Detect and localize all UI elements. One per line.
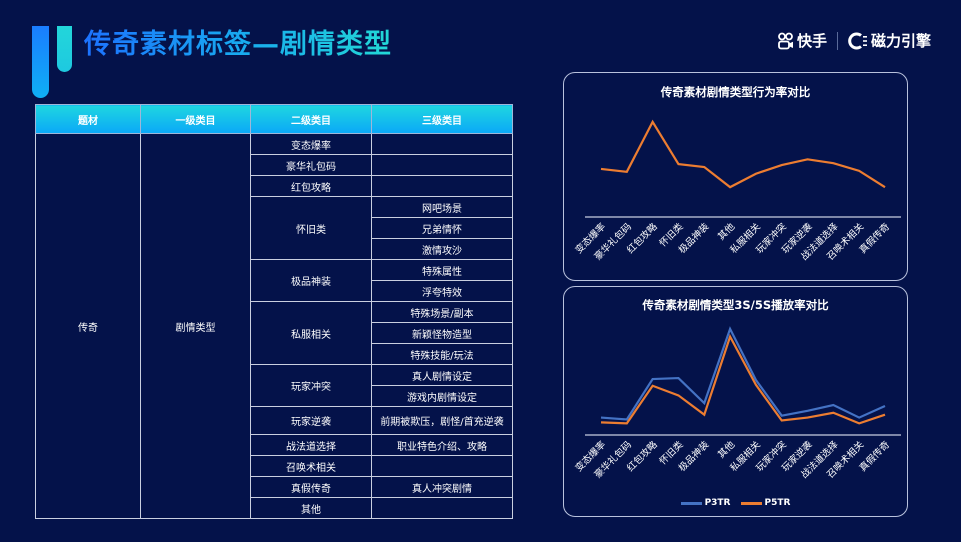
table-row: 激情攻沙: [36, 238, 513, 260]
brand-cili: 磁力引擎: [870, 32, 931, 50]
brand-divider: [836, 31, 838, 50]
series-line-p3tr: [600, 326, 886, 421]
table-row: 真假传奇 真人冲突剧情: [36, 476, 513, 498]
brand-logos: 快手 磁力引擎: [777, 30, 931, 51]
table-row: 传奇 剧情类型 变态爆率: [35, 133, 513, 519]
table-row: 玩家冲突 真人剧情设定: [36, 364, 513, 407]
cell-level3: 真人冲突剧情: [371, 476, 513, 498]
cell-level3: 特殊属性: [371, 259, 513, 281]
cell-level3: 前期被欺压，剧怪/首充逆袭: [371, 406, 513, 435]
cell-level2: 其他: [250, 497, 372, 519]
title-accent-bar-cyan: [57, 26, 72, 72]
chart-title: 传奇素材剧情类型3S/5S播放率对比: [642, 298, 829, 312]
category-table: 题材 一级类目 二级类目 三级类目 传奇 剧情类型 变态爆率 豪华礼包码 红包攻…: [35, 104, 513, 519]
cell-level3: 职业特色介绍、攻略: [371, 434, 513, 456]
table-row: 战法道选择 职业特色介绍、攻略: [36, 434, 513, 456]
page-title: 传奇素材标签—剧情类型: [84, 27, 392, 63]
cell-level2: 战法道选择: [250, 434, 372, 456]
behavior-rate-chart-panel: 传奇素材剧情类型行为率对比 变态爆率 豪华礼包码 红包攻略 怀旧类 极品神装 其他 私服相关…: [563, 72, 908, 281]
cell-level3: [371, 175, 513, 197]
kuaishou-logo-icon: [777, 32, 795, 50]
cell-level3: 新颖怪物造型: [371, 322, 513, 344]
cell-level2: 极品神装: [250, 259, 372, 302]
cell-level3: 兄弟情怀: [371, 217, 513, 239]
cell-level2: 玩家冲突: [250, 364, 372, 407]
chart-title: 传奇素材剧情类型行为率对比: [660, 85, 811, 99]
table-row: 豪华礼包码: [36, 154, 513, 176]
cell-level3: [371, 154, 513, 176]
table-row: 浮夸特效: [36, 280, 513, 302]
table-row: 特殊技能/玩法: [36, 343, 513, 365]
header-level2: 二级类目: [250, 104, 372, 134]
table-row: 私服相关 特殊场景/副本: [36, 301, 513, 365]
cell-level3: 激情攻沙: [371, 238, 513, 260]
legend-item-p3tr: P3TR: [680, 498, 731, 508]
header-subject: 题材: [35, 104, 141, 134]
cell-level3: 浮夸特效: [371, 280, 513, 302]
cell-level3: [371, 133, 513, 155]
table-row: 极品神装 特殊属性: [36, 259, 513, 302]
legend-label: P3TR: [704, 498, 731, 508]
series-line-行为率: [600, 119, 886, 189]
legend-item-p5tr: P5TR: [740, 498, 791, 508]
cili-logo-icon: [848, 32, 868, 50]
cell-level3: 特殊场景/副本: [371, 301, 513, 323]
table-row: 召唤术相关: [36, 455, 513, 477]
table-row: 玩家逆袭 前期被欺压，剧怪/首充逆袭: [36, 406, 513, 435]
x-tick-label: 其他: [715, 220, 737, 242]
cell-level2: 召唤术相关: [250, 455, 372, 477]
cell-level3: 真人剧情设定: [371, 364, 513, 386]
play-rate-chart-panel: 传奇素材剧情类型3S/5S播放率对比 变态爆率 豪华礼包码 红包攻略 怀旧类 极品神装其…: [563, 286, 908, 517]
title-accent-bar-blue: [32, 26, 49, 98]
legend-swatch-p3tr: [680, 501, 702, 505]
legend-label: P5TR: [764, 498, 791, 508]
legend-swatch-p5tr: [740, 501, 762, 505]
cell-level2: 私服相关: [250, 301, 372, 365]
cell-level3: [371, 455, 513, 477]
x-tick-label: 其他: [715, 438, 737, 460]
table-row: 红包攻略: [36, 175, 513, 197]
table-row: 兄弟情怀: [36, 217, 513, 239]
chart-legend: P3TR P5TR: [564, 498, 907, 508]
cell-level3: 特殊技能/玩法: [371, 343, 513, 365]
brand-kuaishou: 快手: [796, 32, 827, 50]
table-row: 其他: [36, 497, 513, 519]
cell-level2: 真假传奇: [250, 476, 372, 498]
cell-level2: 怀旧类: [250, 196, 372, 260]
cell-level3: [371, 497, 513, 519]
series-line-p5tr: [600, 333, 886, 425]
table-row: 新颖怪物造型: [36, 322, 513, 344]
cell-level2: 豪华礼包码: [250, 154, 372, 176]
table-row: 游戏内剧情设定: [36, 385, 513, 407]
table-header-row: 题材 一级类目 二级类目 三级类目: [35, 104, 513, 134]
header-level3: 三级类目: [371, 104, 513, 134]
cell-level3: 游戏内剧情设定: [371, 385, 513, 407]
header-level1: 一级类目: [140, 104, 251, 134]
cell-level2: 红包攻略: [250, 175, 372, 197]
cell-level2: 玩家逆袭: [250, 406, 372, 435]
cell-level2: 变态爆率: [250, 133, 372, 155]
cell-subject: 传奇: [35, 133, 141, 519]
cell-level3: 网吧场景: [371, 196, 513, 218]
cell-level1: 剧情类型: [140, 133, 251, 519]
